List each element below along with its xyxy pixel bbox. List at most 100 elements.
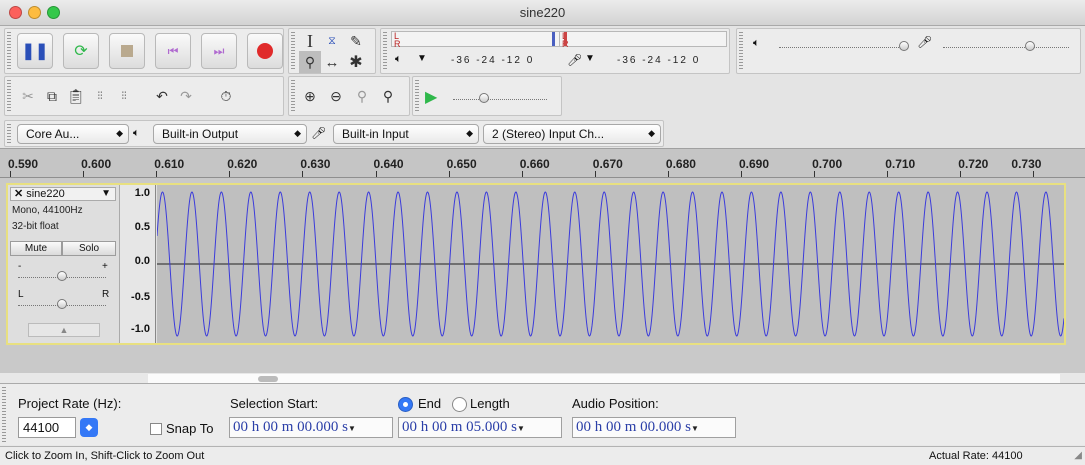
play-at-speed-icon[interactable]: ▶	[425, 89, 438, 106]
pause-button[interactable]: ❚❚	[17, 33, 53, 69]
fit-project-icon[interactable]: ⚲	[382, 87, 394, 104]
selection-start-field[interactable]: 00 h 00 m 00.000 s▼	[229, 417, 393, 438]
track-name-menu[interactable]: ✕ sine220 ▼	[10, 187, 116, 201]
ruler-tick-label: 0.620	[227, 157, 258, 171]
paste-icon[interactable]: 📋︎	[67, 87, 85, 104]
mute-button[interactable]: Mute	[10, 241, 62, 256]
fit-selection-icon[interactable]: ⚲	[356, 87, 368, 104]
multi-tool-icon[interactable]: ✱	[349, 54, 363, 71]
play-at-speed-toolbar: ▶	[412, 76, 562, 116]
gain-slider[interactable]	[57, 271, 67, 281]
copy-icon[interactable]: ⧉	[47, 87, 57, 104]
play-speed-slider[interactable]	[479, 93, 489, 103]
redo-icon[interactable]: ↷	[180, 87, 192, 104]
selection-end-value: 00 h 00 m 05.000 s	[402, 419, 518, 435]
toolbar-grip[interactable]	[291, 80, 295, 112]
snap-to-checkbox[interactable]	[150, 423, 162, 435]
waveform	[156, 191, 1065, 337]
close-window-button[interactable]	[9, 6, 22, 19]
collapse-track-button[interactable]: ▲	[28, 323, 100, 337]
toolbar-grip[interactable]	[291, 32, 295, 70]
zoom-out-icon[interactable]: ⊖	[330, 87, 342, 104]
length-radio[interactable]	[452, 397, 467, 412]
trim-icon[interactable]: ⫶⫶	[97, 90, 103, 102]
ruler-tick	[448, 171, 450, 177]
output-volume-slider[interactable]	[899, 41, 909, 51]
input-device-select[interactable]: Built-in Input ◆	[333, 124, 479, 144]
tools-toolbar: I ⧖ ✎ ⚲ ↔ ✱	[288, 28, 376, 74]
record-meter[interactable]: L R	[559, 31, 727, 49]
mixer-toolbar: 🔈︎ 🎤︎	[736, 28, 1081, 74]
toolbar-grip[interactable]	[7, 80, 11, 112]
audio-host-value: Core Au...	[26, 127, 80, 141]
skip-to-start-button[interactable]: ⏮	[155, 33, 191, 69]
track-panel: ✕ sine220 ▼ Mono, 44100Hz 32-bit float Mut…	[0, 178, 1085, 384]
stop-button[interactable]	[109, 33, 145, 69]
ruler-tick-label: 0.710	[885, 157, 916, 171]
resize-grip-icon[interactable]: ◢	[1074, 450, 1082, 461]
project-rate-stepper[interactable]: ◆	[80, 418, 98, 437]
audio-position-field[interactable]: 00 h 00 m 00.000 s▼	[572, 417, 736, 438]
snap-to-label: Snap To	[166, 421, 214, 436]
window-title: sine220	[519, 5, 566, 20]
ruler-tick-label: 0.630	[300, 157, 331, 171]
audio-position-label: Audio Position:	[572, 396, 659, 411]
envelope-tool-icon[interactable]: ⧖	[328, 34, 336, 47]
cut-icon[interactable]: ✂	[22, 87, 34, 104]
selection-start-label: Selection Start:	[230, 396, 319, 411]
close-track-icon[interactable]: ✕	[14, 188, 24, 200]
zoom-tool-icon[interactable]: ⚲	[299, 51, 321, 73]
amplitude-tick-label: 0.5	[134, 221, 150, 233]
solo-button[interactable]: Solo	[62, 241, 116, 256]
waveform-display[interactable]	[156, 185, 1065, 343]
toolbar-grip[interactable]	[7, 124, 11, 143]
toolbar-grip[interactable]	[415, 80, 419, 112]
toolbar-grip[interactable]	[7, 32, 11, 70]
input-device-icon: 🎤︎	[311, 126, 327, 140]
sync-lock-icon[interactable]: ⏱	[220, 87, 232, 104]
track-control-panel: ✕ sine220 ▼ Mono, 44100Hz 32-bit float Mut…	[8, 185, 120, 343]
end-radio[interactable]	[398, 397, 413, 412]
selection-tool-icon[interactable]: I	[307, 30, 313, 51]
playback-meter-dropdown-icon[interactable]: ▼	[417, 53, 427, 64]
scrollbar-thumb[interactable]	[258, 376, 278, 382]
draw-tool-icon[interactable]: ✎	[350, 32, 362, 49]
track-bit-depth: 32-bit float	[12, 221, 59, 232]
ruler-tick	[156, 171, 158, 177]
timeline-ruler[interactable]: 0.590 0.600 0.610 0.620 0.630 0.640 0.650 0.660…	[0, 148, 1085, 178]
chevron-down-icon: ▼	[517, 424, 525, 433]
selection-start-value: 00 h 00 m 00.000 s	[233, 419, 349, 435]
ruler-tick	[229, 171, 231, 177]
minimize-window-button[interactable]	[28, 6, 41, 19]
toolbar-area: ❚❚ ⟳ ⏮ ⏭ I ⧖ ✎ ⚲ ↔ ✱ L R L R 🔈︎ ▼ -36 -2…	[0, 26, 1085, 148]
ruler-tick-label: 0.650	[446, 157, 477, 171]
input-volume-slider[interactable]	[1025, 41, 1035, 51]
play-button[interactable]: ⟳	[63, 33, 99, 69]
toolbar-grip[interactable]	[383, 32, 387, 70]
input-channels-select[interactable]: 2 (Stereo) Input Ch... ◆	[483, 124, 661, 144]
pan-slider[interactable]	[57, 299, 67, 309]
skip-to-end-button[interactable]: ⏭	[201, 33, 237, 69]
toolbar-grip[interactable]	[2, 387, 6, 442]
ruler-tick	[302, 171, 304, 177]
status-bar: Click to Zoom In, Shift-Click to Zoom Ou…	[0, 446, 1085, 465]
output-device-select[interactable]: Built-in Output ◆	[153, 124, 307, 144]
gain-plus-label: +	[102, 261, 108, 272]
project-rate-input[interactable]: 44100	[18, 417, 76, 438]
ruler-tick	[667, 171, 669, 177]
horizontal-scrollbar[interactable]	[148, 374, 1060, 384]
timeshift-tool-icon[interactable]: ↔	[324, 53, 340, 71]
audio-host-select[interactable]: Core Au... ◆	[17, 124, 129, 144]
undo-icon[interactable]: ↶	[156, 87, 168, 104]
record-meter-dropdown-icon[interactable]: ▼	[585, 53, 595, 64]
device-toolbar: Core Au... ◆ 🔈︎ Built-in Output ◆ 🎤︎ Built…	[4, 120, 664, 147]
record-button[interactable]	[247, 33, 283, 69]
zoom-in-icon[interactable]: ⊕	[304, 87, 316, 104]
zoom-window-button[interactable]	[47, 6, 60, 19]
toolbar-grip[interactable]	[739, 32, 743, 70]
selection-end-field[interactable]: 00 h 00 m 05.000 s▼	[398, 417, 562, 438]
title-bar: sine220	[0, 0, 1085, 26]
silence-icon[interactable]: ⫶⫶	[121, 90, 127, 102]
playback-meter[interactable]: L R	[391, 31, 561, 49]
ruler-tick	[375, 171, 377, 177]
